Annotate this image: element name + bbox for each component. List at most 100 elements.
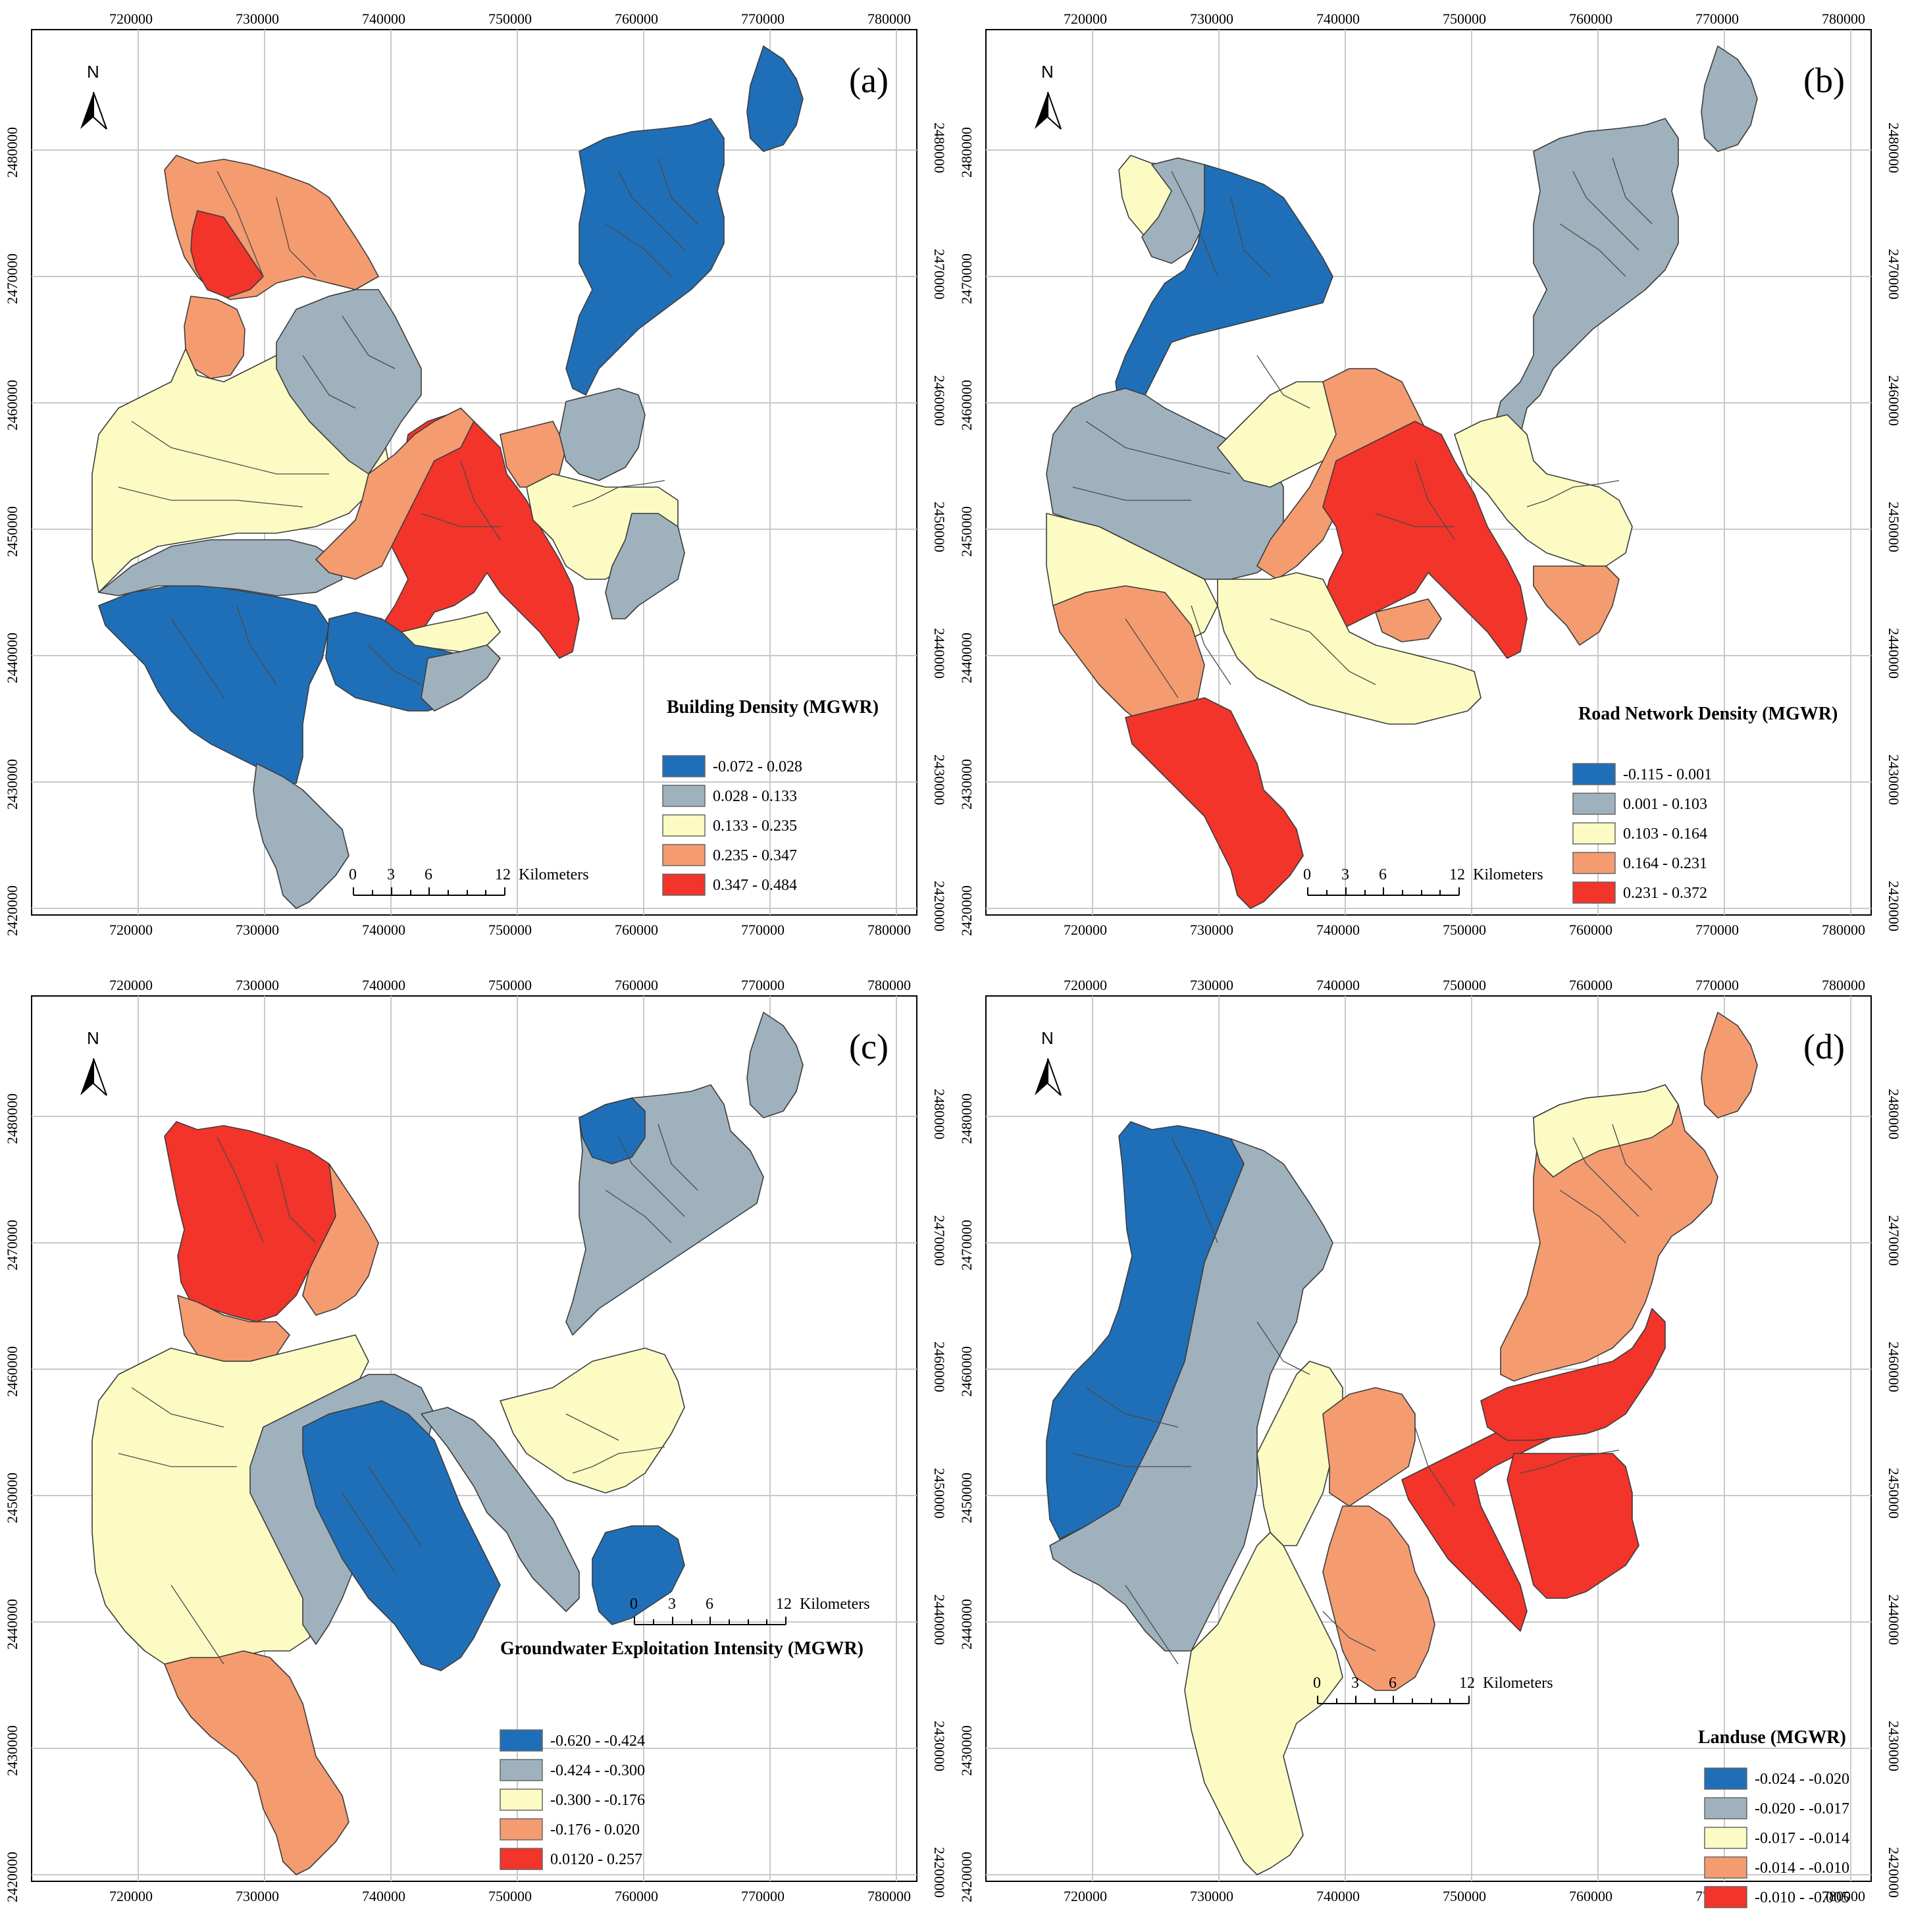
- tick-720000: 720000: [109, 11, 153, 27]
- tick-2470000: 2470000: [958, 253, 975, 304]
- y-tick-labels-right: 2480000 2470000 2460000 2450000 2440000 …: [931, 1089, 948, 1898]
- north-arrow: N: [1035, 62, 1062, 130]
- north-arrow-left-icon: [1035, 1058, 1048, 1095]
- region-east-orange: [1533, 565, 1620, 646]
- map-panel-d: 720000 730000 740000 750000 760000 77000…: [954, 966, 1908, 1932]
- tick-2430000: 2430000: [958, 759, 975, 810]
- region-north-blue: [1115, 164, 1333, 422]
- north-arrow-left-icon: [80, 1058, 93, 1095]
- tick-720000: 720000: [1064, 11, 1107, 27]
- north-label: N: [87, 1028, 99, 1048]
- tick-740000: 740000: [1316, 11, 1360, 27]
- scale-unit: Kilometers: [519, 866, 589, 883]
- scale-tick-3: 3: [668, 1596, 676, 1613]
- region-north-west: [184, 296, 245, 379]
- study-area-regions: [91, 45, 804, 909]
- tick-2420000: 2420000: [931, 881, 948, 931]
- map-a-svg: 720000 730000 740000 750000 760000 77000…: [4, 11, 948, 938]
- scale-tick-0: 0: [1313, 1675, 1321, 1692]
- y-tick-labels-left: 2480000 2470000 2460000 2450000 2440000 …: [958, 127, 975, 936]
- tick-2420000: 2420000: [1886, 1847, 1902, 1898]
- north-arrow: N: [80, 62, 107, 130]
- legend-swatch-2: [662, 785, 706, 807]
- tick-2460000: 2460000: [931, 1342, 948, 1392]
- y-tick-labels-left: 2480000 2470000 2460000 2450000 2440000 …: [4, 127, 20, 936]
- legend-label-2: 0.001 - 0.103: [1623, 796, 1707, 813]
- tick-770000: 770000: [741, 977, 785, 993]
- tick-730000: 730000: [1190, 977, 1233, 993]
- tick-770000: 770000: [741, 11, 785, 27]
- tick-2470000: 2470000: [1886, 249, 1902, 300]
- north-label: N: [1041, 1028, 1054, 1048]
- tick-2460000: 2460000: [931, 375, 948, 426]
- region-east-yellow: [1533, 1084, 1679, 1178]
- tick-750000: 750000: [488, 11, 532, 27]
- tick-2470000: 2470000: [931, 1215, 948, 1266]
- region-east-grey: [559, 388, 646, 481]
- legend-label-1: -0.620 - -0.424: [550, 1733, 645, 1750]
- legend-swatch-4: [500, 1818, 543, 1841]
- tick-2480000: 2480000: [4, 1093, 20, 1144]
- scale-tick-12: 12: [495, 866, 511, 883]
- tick-2420000: 2420000: [4, 885, 20, 936]
- tick-2440000: 2440000: [931, 628, 948, 679]
- scale-bar: 0 3 6 12 Kilometers: [349, 866, 589, 896]
- tick-2460000: 2460000: [1886, 375, 1902, 426]
- tick-2430000: 2430000: [958, 1725, 975, 1776]
- tick-2460000: 2460000: [4, 1346, 20, 1397]
- tick-740000: 740000: [1316, 1888, 1360, 1904]
- legend-swatch-4: [662, 844, 706, 866]
- tick-2450000: 2450000: [931, 502, 948, 552]
- tick-780000: 780000: [867, 11, 911, 27]
- x-tick-labels-bottom: 720000 730000 740000 750000 760000 77000…: [109, 1888, 911, 1904]
- map-d-svg: 720000 730000 740000 750000 760000 77000…: [958, 977, 1902, 1908]
- tick-2460000: 2460000: [4, 380, 20, 431]
- region-east-yellow: [1454, 414, 1633, 567]
- legend-label-4: -0.176 - 0.020: [550, 1821, 640, 1839]
- legend-swatch-1: [500, 1729, 543, 1752]
- region-east-orange: [500, 421, 567, 488]
- north-arrow-left-icon: [1035, 92, 1048, 129]
- legend-swatch-1: [1704, 1767, 1747, 1790]
- region-east-blue: [579, 1097, 646, 1164]
- legend-title: Building Density (MGWR): [667, 697, 879, 718]
- tick-740000: 740000: [1316, 977, 1360, 993]
- tick-730000: 730000: [1190, 1888, 1233, 1904]
- tick-760000: 760000: [615, 977, 658, 993]
- tick-750000: 750000: [1443, 977, 1486, 993]
- tick-740000: 740000: [362, 1888, 405, 1904]
- region-southwest-orange: [164, 1650, 349, 1875]
- legend-label-5: 0.0120 - 0.257: [550, 1851, 642, 1868]
- scale-bar: 0 3 6 12 Kilometers: [630, 1596, 870, 1625]
- river-line: [1520, 1449, 1620, 1474]
- tick-750000: 750000: [1443, 11, 1486, 27]
- tick-770000: 770000: [1695, 977, 1739, 993]
- tick-750000: 750000: [488, 922, 532, 938]
- tick-2440000: 2440000: [958, 633, 975, 683]
- tick-740000: 740000: [362, 11, 405, 27]
- region-east-block: [1493, 118, 1679, 461]
- tick-730000: 730000: [236, 922, 279, 938]
- region-south-middle-yellow: [401, 612, 501, 652]
- x-tick-labels-top: 720000 730000 740000 750000 760000 77000…: [109, 11, 911, 27]
- tick-2440000: 2440000: [4, 1599, 20, 1650]
- legend-title: Road Network Density (MGWR): [1578, 704, 1838, 724]
- tick-2450000: 2450000: [1886, 1468, 1902, 1519]
- tick-760000: 760000: [1569, 922, 1612, 938]
- legend-label-3: 0.103 - 0.164: [1623, 825, 1707, 843]
- tick-740000: 740000: [1316, 922, 1360, 938]
- x-tick-labels-bottom: 720000 730000 740000 750000 760000 77000…: [109, 922, 911, 938]
- legend-swatch-3: [500, 1788, 543, 1811]
- x-tick-labels-bottom: 720000 730000 740000 750000 760000 77000…: [1064, 922, 1865, 938]
- tick-760000: 760000: [615, 1888, 658, 1904]
- legend-swatch-5: [500, 1848, 543, 1870]
- legend-swatch-3: [1572, 822, 1616, 845]
- tick-2450000: 2450000: [1886, 502, 1902, 552]
- tick-730000: 730000: [1190, 922, 1233, 938]
- tick-720000: 720000: [1064, 922, 1107, 938]
- legend-swatch-2: [1572, 793, 1616, 815]
- legend-swatch-1: [1572, 763, 1616, 785]
- region-central-orange: [315, 407, 475, 580]
- legend-label-2: 0.028 - 0.133: [713, 788, 797, 805]
- legend-swatch-3: [1704, 1827, 1747, 1849]
